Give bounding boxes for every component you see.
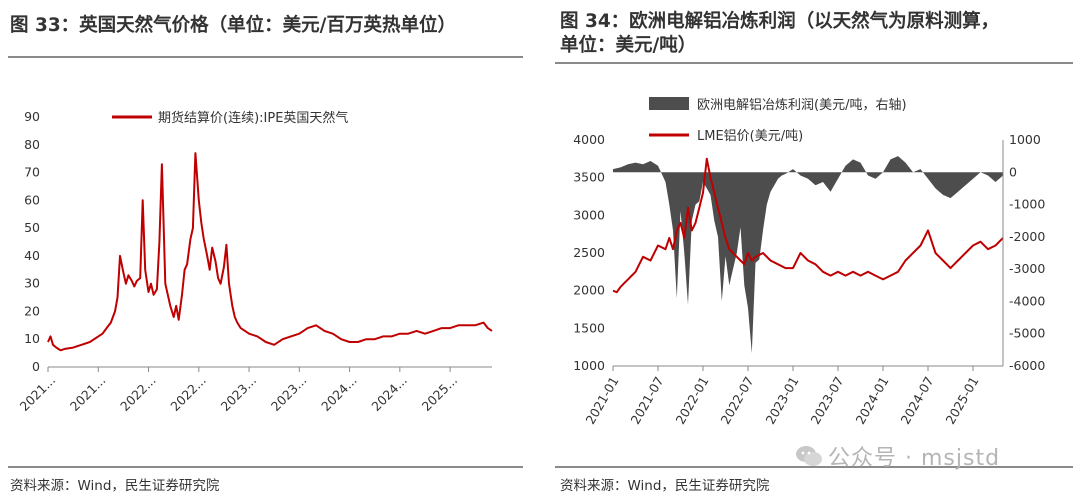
left-y-tick-label: 10 [24,331,40,346]
left-x-tick-label: 2024... [368,373,410,415]
right-x-tick-label: 2024-07 [897,374,936,427]
left-legend: 期货结算价(连续):IPE英国天然气 [112,110,348,126]
left-y-tick-label: 50 [24,220,40,235]
right-x-tick-label: 2025-01 [942,374,981,427]
left-x-tick-label: 2022... [117,373,159,415]
left-y-tick-label: 30 [24,276,40,291]
watermark-text: 公众号 · msjstd [828,446,1001,471]
left-y-tick-label: 0 [32,359,40,374]
left-x-tick-label: 2023... [218,373,260,415]
right-chart-title-line2: 单位：美元/吨） [560,35,697,56]
right-right-y-tick-label: -2000 [1009,229,1045,244]
left-y-tick-label: 90 [24,109,40,124]
right-legend-swatch-profit [649,97,689,110]
right-right-y-tick-label: 1000 [1009,132,1041,147]
right-source: 资料来源：Wind，民生证券研究院 [560,478,770,494]
right-left-y-tick-label: 3000 [573,207,605,222]
right-right-y-tick-label: -3000 [1009,261,1045,276]
right-legend-label-profit: 欧洲电解铝冶炼利润(美元/吨，右轴) [697,98,907,113]
left-x-tick-label: 2021... [17,373,59,415]
left-y-tick-label: 70 [24,165,40,180]
left-x-tick-label: 2022... [167,373,209,415]
right-title-divider [555,62,1073,64]
left-chart-title: 图 33：英国天然气价格（单位：美元/百万英热单位） [10,15,456,36]
left-legend-label: 期货结算价(连续):IPE英国天然气 [158,110,348,126]
gas-price-line [47,152,493,352]
left-y-tick-label: 40 [24,248,40,263]
right-right-y-tick-label: 0 [1009,164,1017,179]
right-x-tick-label: 2022-01 [672,374,711,427]
right-x-tick-label: 2023-07 [807,374,846,427]
lme-price-line [612,157,1004,294]
right-x-tick-label: 2024-01 [852,374,891,427]
wechat-icon [796,446,822,466]
right-left-y-tick-label: 1000 [573,358,605,373]
right-x-tick-label: 2023-01 [762,374,801,427]
left-source: 资料来源：Wind，民生证券研究院 [10,478,220,494]
left-x-tick-label: 2025... [419,373,461,415]
right-left-y-tick-label: 1500 [573,320,605,335]
profit-area [613,156,1003,354]
right-left-y-tick-label: 2000 [573,283,605,298]
right-x-tick-label: 2021-01 [582,374,621,427]
left-title-divider [8,56,523,58]
left-y-tick-label: 20 [24,303,40,318]
right-left-y-tick-label: 4000 [573,132,605,147]
left-y-tick-label: 80 [24,137,40,152]
left-y-tick-label: 60 [24,192,40,207]
right-right-y-tick-label: -6000 [1009,358,1045,373]
right-right-y-tick-label: -4000 [1009,293,1045,308]
right-chart-title-line1: 图 34：欧洲电解铝冶炼利润（以天然气为原料测算， [560,11,1000,32]
right-left-y-tick-label: 3500 [573,170,605,185]
left-source-divider [8,466,523,468]
right-x-tick-label: 2021-07 [627,374,666,427]
aluminum-profit-chart: 1000 1500 2000 2500 3000 3500 4000 -6000 -5000 -… [573,97,1045,427]
left-x-tick-label: 2023... [268,373,310,415]
right-source-divider [555,466,1073,468]
left-x-tick-label: 2021... [67,373,109,415]
right-legend: 欧洲电解铝冶炼利润(美元/吨，右轴) LME铝价(美元/吨) [649,97,907,144]
right-legend-label-lme: LME铝价(美元/吨) [697,129,803,144]
right-x-tick-label: 2022-07 [717,374,756,427]
right-right-y-tick-label: -5000 [1009,326,1045,341]
right-right-y-tick-label: -1000 [1009,197,1045,212]
right-left-y-tick-label: 2500 [573,245,605,260]
left-x-tick-label: 2024... [318,373,360,415]
